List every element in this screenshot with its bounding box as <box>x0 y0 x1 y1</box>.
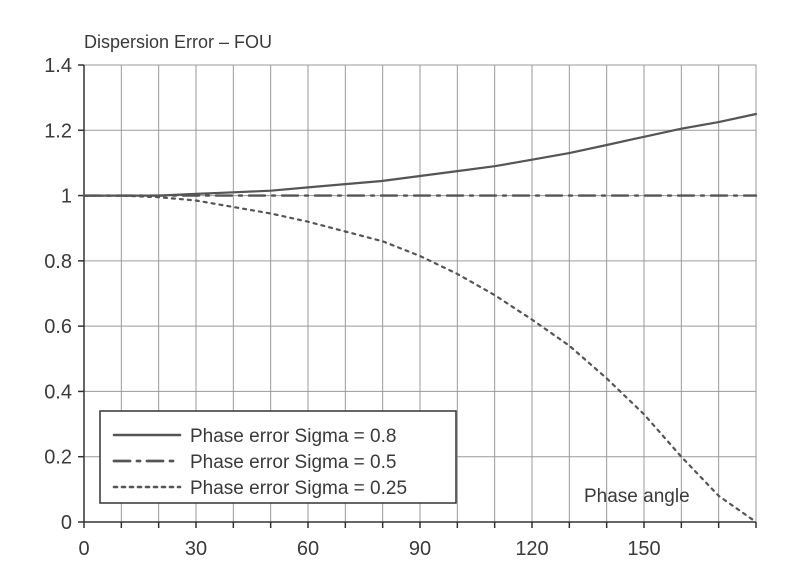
y-tick-label: 0.4 <box>44 381 72 403</box>
legend-box <box>99 410 457 504</box>
series-line-sigma-0-25 <box>82 194 758 524</box>
x-tick-label: 90 <box>409 538 431 560</box>
x-tick-label: 120 <box>515 538 548 560</box>
y-tick-label: 0.6 <box>44 316 72 338</box>
y-tick-label: 0 <box>61 512 72 534</box>
phase-angle-annotation: Phase angle <box>584 486 690 507</box>
chart-title: Dispersion Error – FOU <box>84 32 272 52</box>
legend-label: Phase error Sigma = 0.8 <box>190 426 396 447</box>
x-tick-label: 150 <box>627 538 660 560</box>
x-tick-label: 60 <box>297 538 319 560</box>
y-tick-label: 0.8 <box>44 251 72 273</box>
y-tick-label: 1.4 <box>44 55 72 77</box>
x-tick-label: 30 <box>185 538 207 560</box>
series-group <box>82 112 758 524</box>
legend-label: Phase error Sigma = 0.5 <box>190 452 396 473</box>
y-tick-label: 1.2 <box>44 120 72 142</box>
y-tick-label: 1 <box>61 186 72 208</box>
x-tick-label: 0 <box>78 538 89 560</box>
legend-label: Phase error Sigma = 0.25 <box>190 478 407 499</box>
y-tick-label: 0.2 <box>44 447 72 469</box>
axes: 0 0.2 0.4 0.6 0.8 1 1.2 1.4 0 30 60 90 120 150 <box>44 55 757 560</box>
series-line-sigma-0-8 <box>82 112 758 197</box>
legend: Phase error Sigma = 0.8 Phase error Sigma… <box>99 410 457 504</box>
